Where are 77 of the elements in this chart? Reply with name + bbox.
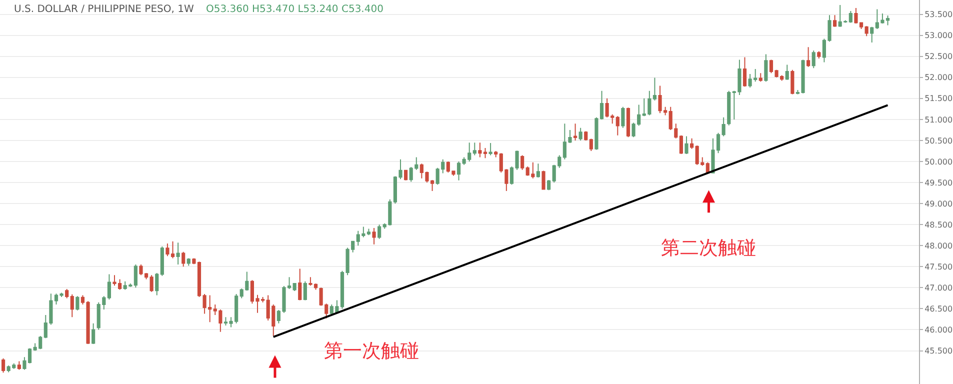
y-tick-label: 52.000	[924, 73, 953, 82]
candlestick	[652, 77, 657, 102]
candlestick	[790, 69, 794, 95]
candlestick	[182, 251, 186, 268]
candlestick	[150, 274, 154, 292]
candlestick	[404, 169, 408, 181]
candlestick	[292, 282, 296, 292]
candlestick	[536, 163, 540, 178]
candlestick	[472, 142, 476, 156]
y-tick-label: 52.500	[924, 52, 953, 62]
candlestick	[520, 154, 524, 170]
candlestick	[478, 142, 482, 158]
candlestick	[70, 294, 74, 318]
y-tick-label: 45.500	[924, 346, 953, 356]
candlestick	[155, 272, 159, 296]
annotation: 第一次触碰	[324, 340, 419, 362]
candlestick	[679, 134, 683, 154]
chart-subtitle: O53.360 H53.470 L53.240 C53.400	[206, 4, 384, 15]
candlestick	[547, 180, 551, 191]
candlestick	[186, 258, 190, 266]
candlestick	[616, 116, 620, 136]
candlestick	[626, 107, 630, 138]
y-tick-label: 46.500	[924, 304, 953, 314]
candlestick	[864, 26, 868, 37]
candlestick	[584, 130, 588, 141]
candlestick	[684, 136, 688, 154]
candlestick	[1, 358, 6, 374]
candlestick	[303, 280, 307, 301]
candlestick	[817, 50, 821, 59]
candlestick	[176, 242, 180, 266]
candlestick	[65, 288, 69, 299]
candlestick	[722, 116, 726, 137]
y-tick-label: 51.500	[924, 94, 953, 104]
candlestick	[758, 72, 762, 82]
candlestick	[573, 123, 578, 141]
candlestick	[727, 90, 731, 126]
candlestick	[134, 264, 138, 288]
candlestick	[785, 64, 789, 80]
candlestick	[589, 138, 593, 152]
y-tick-label: 48.500	[924, 220, 953, 230]
candlestick	[848, 10, 852, 24]
y-tick-label: 46.000	[924, 326, 953, 335]
candlestick	[483, 148, 488, 159]
annotation: 第二次触碰	[661, 237, 756, 259]
candlestick	[764, 54, 768, 82]
y-tick-label: 50.500	[924, 136, 953, 146]
candlestick	[298, 268, 302, 301]
candlestick	[76, 296, 80, 311]
candlestick	[456, 161, 461, 181]
chart-title: U.S. DOLLAR / PHILIPPINE PESO, 1W	[14, 4, 194, 15]
candlestick	[832, 14, 837, 28]
y-tick-label: 53.500	[924, 10, 953, 20]
candlestick	[488, 142, 492, 156]
candlestick	[160, 246, 164, 276]
candlestick	[621, 106, 625, 128]
y-tick-label: 48.000	[924, 241, 953, 250]
candlestick	[366, 228, 371, 236]
candlestick	[690, 138, 694, 150]
candlestick	[812, 50, 816, 69]
y-tick-label: 47.500	[924, 262, 953, 272]
y-tick-label: 47.000	[924, 283, 953, 292]
candlestick	[806, 46, 810, 68]
candlestick	[494, 150, 498, 158]
y-tick-label: 49.000	[924, 199, 953, 208]
candlestick	[870, 26, 874, 43]
candlestick	[17, 360, 21, 370]
candlestick	[378, 224, 382, 240]
candlestick	[92, 322, 96, 345]
y-tick-label: 53.000	[924, 31, 953, 40]
y-tick-label: 51.000	[924, 115, 953, 124]
candlestick	[372, 227, 376, 245]
candlestick	[542, 170, 546, 190]
y-tick-label: 50.000	[924, 157, 953, 166]
candlestick	[107, 274, 112, 300]
candlestick	[742, 56, 747, 88]
candlestick	[578, 127, 582, 141]
y-tick-label: 49.500	[924, 178, 953, 188]
